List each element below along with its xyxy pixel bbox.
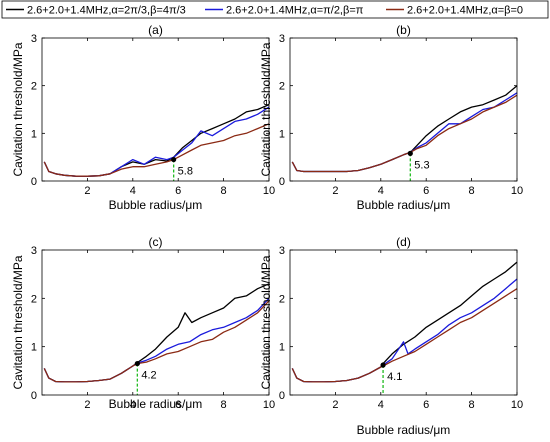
x-tick-label: 10 bbox=[511, 185, 523, 197]
series-line-3 bbox=[43, 300, 270, 383]
threshold-value-label: 4.2 bbox=[141, 370, 156, 382]
x-tick-label: 8 bbox=[469, 185, 475, 197]
x-tick-label: 8 bbox=[221, 399, 227, 411]
panel-c: 4.2 2 4 6 8 10 0 1 2 3 (c) Bubble radius/μm Cavitati… bbox=[11, 235, 275, 411]
threshold-point bbox=[171, 156, 177, 163]
x-tick-label: 4 bbox=[378, 185, 384, 197]
series-line-3 bbox=[291, 288, 518, 383]
threshold-point bbox=[134, 360, 140, 367]
legend: 2.6+2.0+1.4MHz,α=2π/3,β=4π/3 2.6+2.0+1.4… bbox=[1, 0, 549, 19]
panel-label: (b) bbox=[396, 23, 411, 37]
panel-label: (c) bbox=[149, 235, 163, 249]
threshold-point bbox=[407, 150, 413, 156]
legend-label-1: 2.6+2.0+1.4MHz,α=2π/3,β=4π/3 bbox=[27, 5, 186, 17]
series-line-2 bbox=[43, 297, 270, 383]
series-line-1 bbox=[291, 261, 518, 383]
threshold-value-label: 4.1 bbox=[387, 371, 402, 383]
y-tick-label: 3 bbox=[31, 33, 37, 45]
x-tick-label: 2 bbox=[84, 185, 90, 197]
x-tick-label: 4 bbox=[378, 399, 384, 411]
y-tick-label: 1 bbox=[279, 128, 285, 140]
legend-label-3: 2.6+2.0+1.4MHz,α=β=0 bbox=[407, 5, 523, 17]
x-tick-label: 6 bbox=[175, 399, 181, 411]
panel-a: 5.8 2 4 6 8 10 0 1 2 3 (a) Bubble radius/μm Cavitati… bbox=[11, 23, 275, 212]
series-line-1 bbox=[43, 104, 270, 177]
y-tick-label: 1 bbox=[279, 342, 285, 354]
x-axis-label: Bubble radius/μm bbox=[357, 423, 451, 437]
y-tick-label: 0 bbox=[279, 176, 285, 188]
legend-label-2: 2.6+2.0+1.4MHz,α=π/2,β=π bbox=[226, 5, 364, 17]
series-line-2 bbox=[43, 106, 270, 177]
y-axis-label: Cavitation threshold/MPa bbox=[11, 255, 25, 389]
y-tick-label: 2 bbox=[279, 81, 285, 93]
x-tick-label: 8 bbox=[221, 185, 227, 197]
y-tick-label: 2 bbox=[31, 81, 37, 93]
y-tick-label: 1 bbox=[31, 342, 37, 354]
x-axis-label: Bubble radius/μm bbox=[109, 198, 203, 212]
series-line-3 bbox=[43, 123, 270, 177]
threshold-value-label: 5.3 bbox=[414, 159, 429, 171]
axes-box bbox=[289, 37, 518, 182]
panel-b: 5.3 2 4 6 8 10 0 1 2 3 (b) Bubble radius/μm Cavitati… bbox=[259, 23, 523, 212]
axes-box bbox=[289, 249, 518, 396]
x-tick-label: 6 bbox=[423, 185, 429, 197]
y-tick-label: 3 bbox=[279, 33, 285, 45]
x-tick-label: 10 bbox=[511, 399, 523, 411]
y-tick-label: 0 bbox=[279, 390, 285, 402]
x-tick-label: 6 bbox=[175, 185, 181, 197]
panel-d: 4.1 2 4 6 8 10 0 1 2 3 (d) Bubble radius/μm Cavitati… bbox=[259, 235, 523, 437]
y-tick-label: 3 bbox=[31, 245, 37, 257]
x-tick-label: 2 bbox=[332, 399, 338, 411]
x-axis-label: Bubble radius/μm bbox=[109, 397, 203, 411]
y-tick-label: 2 bbox=[279, 293, 285, 305]
x-tick-label: 6 bbox=[423, 399, 429, 411]
x-tick-label: 2 bbox=[332, 185, 338, 197]
x-tick-label: 4 bbox=[130, 185, 136, 197]
y-tick-label: 0 bbox=[31, 390, 37, 402]
x-axis-label: Bubble radius/μm bbox=[357, 198, 451, 212]
threshold-value-label: 5.8 bbox=[178, 166, 193, 178]
y-axis-label: Cavitation threshold/MPa bbox=[259, 255, 273, 389]
y-tick-label: 2 bbox=[31, 293, 37, 305]
series-line-2 bbox=[291, 278, 518, 383]
x-tick-label: 2 bbox=[84, 399, 90, 411]
x-tick-label: 10 bbox=[263, 399, 275, 411]
x-tick-label: 10 bbox=[263, 185, 275, 197]
x-tick-label: 8 bbox=[469, 399, 475, 411]
y-axis-label: Cavitation threshold/MPa bbox=[11, 42, 25, 176]
panel-label: (d) bbox=[396, 235, 411, 249]
x-tick-label: 4 bbox=[130, 399, 136, 411]
y-axis-label: Cavitation threshold/MPa bbox=[259, 42, 273, 176]
y-tick-label: 1 bbox=[31, 128, 37, 140]
series-line-1 bbox=[43, 283, 270, 383]
series-line-1 bbox=[291, 85, 518, 173]
panel-label: (a) bbox=[148, 23, 163, 37]
legend-box bbox=[1, 0, 549, 19]
threshold-point bbox=[380, 362, 386, 368]
y-tick-label: 3 bbox=[279, 245, 285, 257]
series-line-3 bbox=[291, 94, 518, 173]
y-tick-label: 0 bbox=[31, 176, 37, 188]
axes-box bbox=[41, 37, 270, 182]
axes-box bbox=[41, 249, 270, 396]
